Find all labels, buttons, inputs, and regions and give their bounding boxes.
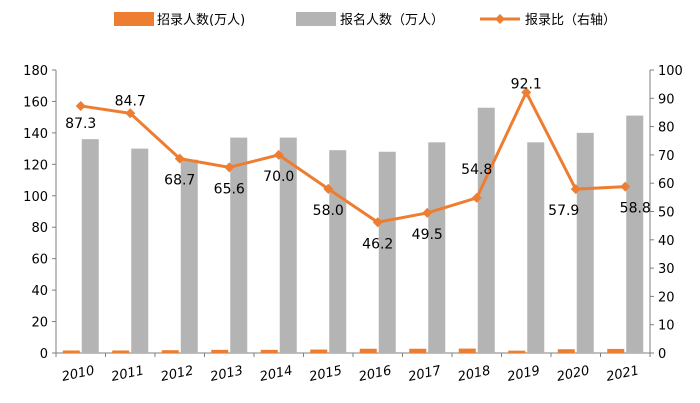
ratio-point bbox=[372, 217, 383, 228]
ratio-point bbox=[422, 207, 433, 218]
x-tick-label: 2015 bbox=[308, 363, 343, 385]
left-tick-label: 120 bbox=[23, 158, 48, 173]
bar-applicants bbox=[527, 142, 545, 353]
left-tick-label: 140 bbox=[23, 127, 48, 142]
ratio-data-label: 46.2 bbox=[362, 236, 393, 252]
legend-swatch-applicants bbox=[296, 12, 336, 26]
x-tick-label: 2013 bbox=[209, 363, 244, 385]
bar-applicants bbox=[279, 137, 297, 353]
left-tick-label: 0 bbox=[40, 347, 48, 362]
bars bbox=[62, 107, 644, 353]
left-tick-label: 40 bbox=[31, 284, 48, 299]
ratio-point bbox=[75, 100, 86, 111]
right-tick-label: 30 bbox=[658, 262, 675, 277]
bar-applicants bbox=[131, 148, 149, 353]
bar-applicants bbox=[329, 150, 347, 353]
axes: 0 20 40 60 80 100 120 140 160 180 0 10 20 30 40 50 60 70 8… bbox=[23, 64, 683, 385]
ratio-data-label: 92.1 bbox=[511, 76, 542, 92]
bar-recruit bbox=[310, 349, 328, 353]
bar-recruit bbox=[260, 349, 278, 353]
ratio-point bbox=[570, 184, 581, 195]
ratio-data-label: 54.8 bbox=[461, 162, 492, 178]
ratio-data-label: 58.0 bbox=[313, 203, 344, 219]
right-tick-label: 50 bbox=[658, 206, 675, 221]
legend-label-recruit: 招录人数(万人) bbox=[157, 13, 245, 28]
ratio-point bbox=[471, 192, 482, 203]
ratio-point bbox=[125, 108, 136, 119]
ratio-data-label: 49.5 bbox=[412, 227, 443, 243]
bar-applicants bbox=[180, 159, 198, 353]
right-tick-label: 10 bbox=[658, 319, 675, 334]
ratio-data-label: 84.7 bbox=[115, 93, 146, 109]
ratio-data-label: 87.3 bbox=[65, 116, 96, 132]
legend-label-applicants: 报名人数（万人） bbox=[340, 12, 444, 28]
left-tick-label: 100 bbox=[23, 190, 48, 205]
x-tick-label: 2020 bbox=[555, 363, 590, 385]
ratio-line-path bbox=[80, 88, 626, 224]
right-tick-label: 70 bbox=[658, 149, 675, 164]
bar-recruit bbox=[607, 348, 625, 353]
bar-applicants bbox=[576, 132, 594, 353]
data-labels: 87.3 84.7 68.7 65.6 70.0 58.0 46.2 49.5 54.8 92.1… bbox=[65, 76, 651, 252]
right-tick-label: 20 bbox=[658, 290, 675, 305]
legend-swatch-recruit bbox=[114, 12, 154, 26]
legend-label-ratio: 报录比（右轴） bbox=[525, 13, 616, 28]
left-tick-label: 20 bbox=[31, 316, 48, 331]
left-tick-label: 80 bbox=[31, 221, 48, 236]
bar-applicants bbox=[230, 137, 248, 353]
bar-applicants bbox=[428, 142, 446, 353]
x-tick-label: 2012 bbox=[159, 363, 194, 385]
bar-recruit bbox=[211, 349, 229, 353]
bar-recruit bbox=[161, 350, 179, 353]
right-tick-label: 60 bbox=[658, 177, 675, 192]
legend: 招录人数(万人) 报名人数（万人） 报录比（右轴） bbox=[114, 12, 616, 28]
left-tick-label: 60 bbox=[31, 253, 48, 268]
right-tick-label: 40 bbox=[658, 234, 675, 249]
ratio-point bbox=[323, 183, 334, 194]
x-tick-label: 2016 bbox=[357, 363, 392, 385]
right-tick-label: 80 bbox=[658, 121, 675, 136]
bar-recruit bbox=[359, 348, 377, 353]
ratio-point bbox=[224, 162, 235, 173]
left-tick-label: 180 bbox=[23, 64, 48, 79]
right-tick-label: 90 bbox=[658, 92, 675, 107]
bar-recruit bbox=[508, 350, 526, 353]
ratio-point bbox=[273, 149, 284, 160]
bar-recruit bbox=[458, 348, 476, 353]
bar-applicants bbox=[81, 139, 99, 353]
ratio-data-label: 58.8 bbox=[620, 201, 651, 217]
bar-recruit bbox=[409, 348, 427, 353]
ratio-data-label: 65.6 bbox=[214, 181, 245, 197]
bar-applicants bbox=[378, 151, 396, 353]
x-tick-label: 2011 bbox=[110, 363, 145, 385]
right-tick-label: 100 bbox=[658, 64, 683, 79]
left-tick-label: 160 bbox=[23, 95, 48, 110]
x-tick-label: 2018 bbox=[456, 363, 491, 385]
ratio-point bbox=[620, 181, 631, 192]
x-tick-label: 2019 bbox=[506, 363, 541, 385]
bar-applicants bbox=[477, 107, 495, 353]
right-tick-label: 0 bbox=[658, 347, 666, 362]
x-tick-label: 2014 bbox=[258, 363, 293, 385]
ratio-line bbox=[75, 87, 631, 228]
bar-applicants bbox=[626, 115, 644, 353]
ratio-point bbox=[174, 153, 185, 164]
bar-recruit bbox=[112, 350, 130, 353]
ratio-point bbox=[521, 87, 532, 98]
ratio-data-label: 57.9 bbox=[548, 203, 579, 219]
bar-recruit bbox=[62, 350, 80, 353]
ratio-data-label: 70.0 bbox=[263, 169, 294, 185]
ratio-data-label: 68.7 bbox=[164, 173, 195, 189]
x-tick-label: 2017 bbox=[407, 363, 443, 385]
legend-marker-ratio bbox=[495, 14, 505, 24]
bar-recruit bbox=[557, 349, 575, 353]
x-tick-label: 2010 bbox=[60, 363, 95, 385]
x-tick-label: 2021 bbox=[605, 363, 640, 385]
